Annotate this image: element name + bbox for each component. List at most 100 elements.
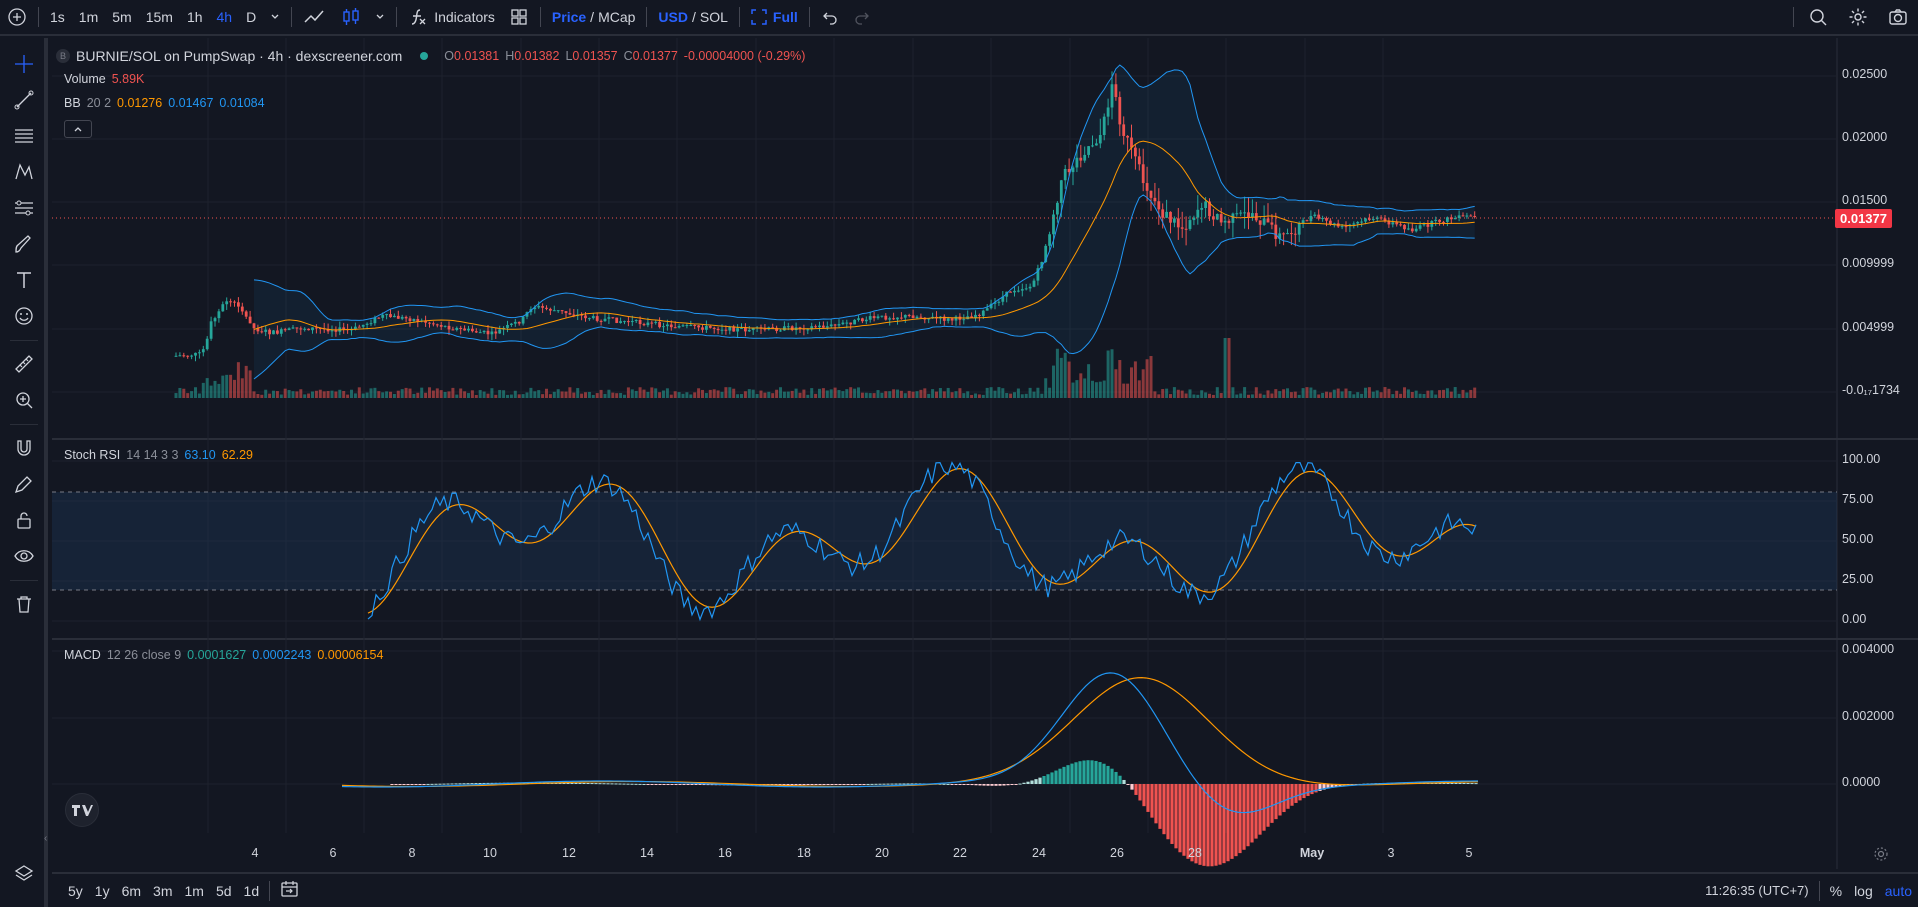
candle-body: [1286, 233, 1289, 235]
log-scale-toggle[interactable]: log: [1854, 882, 1873, 899]
volume-legend[interactable]: Volume 5.89K: [64, 72, 144, 86]
chart-type-dropdown[interactable]: [368, 0, 392, 35]
volume-bar: [291, 391, 295, 398]
remove-drawings-tool[interactable]: [10, 590, 38, 618]
interval-dropdown[interactable]: [263, 0, 287, 35]
auto-scale-toggle[interactable]: auto: [1884, 882, 1912, 899]
zoom-tool[interactable]: [10, 386, 38, 414]
volume-bar: [1145, 359, 1149, 398]
candle-body: [556, 310, 560, 312]
time-tick: 24: [1032, 846, 1046, 860]
undo-button[interactable]: [814, 0, 846, 35]
range-5d[interactable]: 5d: [215, 882, 232, 899]
text-tool[interactable]: [10, 266, 38, 294]
goto-date-button[interactable]: [274, 880, 306, 901]
tradingview-logo[interactable]: [65, 793, 99, 827]
volume-bar: [1367, 387, 1371, 398]
layouts-button[interactable]: [502, 0, 536, 35]
volume-bar: [685, 392, 689, 398]
symbol-title[interactable]: BURNIE/SOL on PumpSwap · 4h · dexscreene…: [76, 48, 403, 64]
volume-bar: [467, 393, 470, 398]
interval-D[interactable]: D: [246, 9, 257, 25]
collapse-toolbar-icon[interactable]: ‹: [44, 833, 48, 844]
macd-histogram-bar: [422, 784, 426, 785]
macd-histogram-bar: [878, 783, 882, 785]
currency-toggle[interactable]: USD / SOL: [651, 0, 734, 35]
stoch-rsi-legend[interactable]: Stoch RSI 14 14 3 3 63.10 62.29: [64, 448, 253, 462]
trend-line-tool[interactable]: [10, 86, 38, 114]
mcap-option[interactable]: MCap: [598, 9, 636, 25]
macd-histogram-bar: [1330, 784, 1334, 788]
percent-scale-toggle[interactable]: %: [1829, 882, 1843, 899]
settings-button[interactable]: [1838, 0, 1878, 35]
chevron-down-icon: [271, 14, 279, 19]
macd-histogram-bar: [958, 784, 962, 785]
screenshot-button[interactable]: [1878, 0, 1918, 35]
crosshair-tool[interactable]: [10, 50, 38, 78]
volume-bar: [552, 391, 556, 398]
divider: [396, 7, 398, 27]
interval-1h[interactable]: 1h: [186, 9, 203, 25]
bb-band-fill: [254, 65, 1475, 380]
range-1d[interactable]: 1d: [243, 882, 260, 899]
volume-bar: [1106, 350, 1110, 398]
lock-drawings-tool[interactable]: [10, 506, 38, 534]
measure-tool[interactable]: [10, 350, 38, 378]
price-mcap-toggle[interactable]: Price / MCap: [545, 0, 643, 35]
timezone-clock[interactable]: 11:26:35 (UTC+7): [1705, 883, 1809, 898]
prediction-tool[interactable]: [10, 194, 38, 222]
object-tree-button[interactable]: [10, 860, 38, 888]
chart-canvas[interactable]: [52, 38, 1918, 869]
macd-histogram-bar: [882, 783, 886, 785]
brush-tool[interactable]: [10, 230, 38, 258]
volume-bar: [1453, 387, 1457, 398]
macd-histogram-bar: [1290, 784, 1294, 806]
collapse-legend-button[interactable]: [64, 120, 92, 138]
usd-option[interactable]: USD: [658, 9, 688, 25]
indicators-button[interactable]: Indicators: [401, 0, 502, 35]
range-3m[interactable]: 3m: [153, 882, 173, 899]
time-tick: 10: [483, 846, 497, 860]
interval-5m[interactable]: 5m: [112, 9, 132, 25]
interval-4h[interactable]: 4h: [216, 9, 233, 25]
interval-1m[interactable]: 1m: [78, 9, 99, 25]
range-1y[interactable]: 1y: [94, 882, 110, 899]
interval-15m[interactable]: 15m: [145, 9, 173, 25]
axis-settings-button[interactable]: [1873, 846, 1889, 865]
high-label: H: [505, 49, 515, 63]
volume-bar: [357, 387, 361, 398]
magnet-tool[interactable]: [10, 434, 38, 462]
candle-body: [946, 318, 950, 321]
chart-area[interactable]: B BURNIE/SOL on PumpSwap · 4h · dexscree…: [52, 38, 1918, 869]
bb-legend[interactable]: BB 20 2 0.01276 0.01467 0.01084: [64, 96, 265, 110]
hide-drawings-tool[interactable]: [10, 542, 38, 570]
range-1m[interactable]: 1m: [184, 882, 204, 899]
candles-chart-type-button[interactable]: [334, 0, 368, 35]
interval-1s[interactable]: 1s: [50, 9, 65, 25]
add-symbol-button[interactable]: [0, 0, 34, 35]
redo-button[interactable]: [846, 0, 878, 35]
range-5y[interactable]: 5y: [68, 882, 83, 899]
pattern-tool[interactable]: [10, 158, 38, 186]
volume-bar: [997, 387, 1001, 398]
macd-histogram-bar: [1214, 784, 1218, 866]
fullscreen-button[interactable]: Full: [744, 0, 805, 35]
plus-circle-icon: [8, 8, 26, 26]
macd-legend[interactable]: MACD 12 26 close 9 0.0001627 0.0002243 0…: [64, 648, 383, 662]
volume-bar: [408, 388, 412, 398]
quick-search-button[interactable]: [1798, 0, 1838, 35]
volume-bar: [502, 390, 506, 398]
stay-drawing-tool[interactable]: [10, 470, 38, 498]
macd-histogram-bar: [418, 784, 422, 785]
range-6m[interactable]: 6m: [121, 882, 142, 899]
volume-bar: [693, 392, 697, 398]
emoji-tool[interactable]: [10, 302, 38, 330]
macd-histogram-bar: [890, 783, 894, 785]
sol-option[interactable]: SOL: [699, 9, 728, 25]
candle-body: [751, 328, 755, 331]
line-chart-type-button[interactable]: [296, 0, 334, 35]
price-option[interactable]: Price: [551, 9, 587, 25]
macd-histogram-bar: [1230, 784, 1234, 859]
close-label: C: [623, 49, 633, 63]
fib-tool[interactable]: [10, 122, 38, 150]
